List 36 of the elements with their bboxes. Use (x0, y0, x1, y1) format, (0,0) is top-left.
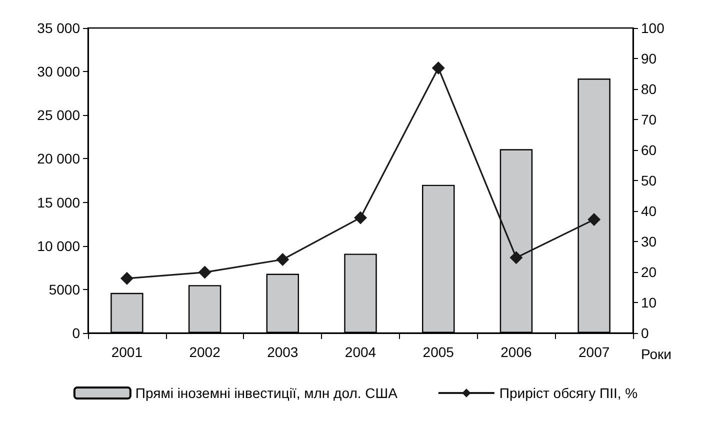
point (120, 272, 134, 285)
point (432, 61, 445, 74)
y-tick-label: 15 000 (37, 194, 80, 210)
y-tick-label: 30 000 (37, 64, 80, 80)
y2-tick-label: 0 (641, 325, 649, 341)
x-tick-label: 2002 (189, 344, 221, 360)
y2-tick-label: 90 (641, 50, 657, 66)
x-tick-label: 2004 (344, 344, 376, 360)
y2-tick-label: 30 (641, 234, 657, 250)
x-axis-title: Роки (641, 346, 672, 362)
y2-tick-label: 10 (641, 294, 657, 310)
y2-tick-label: 40 (641, 203, 657, 219)
y2-tick-label: 70 (641, 112, 657, 128)
x-tick-label: 2006 (500, 344, 532, 360)
x-tick-label: 2007 (578, 344, 610, 360)
y-tick-label: 0 (72, 325, 80, 341)
y2-tick-label: 100 (641, 20, 665, 36)
point (198, 266, 212, 279)
y2-tick-label: 60 (641, 142, 657, 158)
y-tick-label: 10 000 (37, 238, 80, 254)
y-tick-label: 5000 (48, 281, 80, 298)
y-tick-label: 35 000 (37, 20, 80, 36)
legend-label: Приріст обсягу ПІІ, % (499, 385, 638, 401)
point (276, 252, 290, 266)
y2-tick-label: 80 (641, 81, 657, 97)
point (510, 251, 523, 264)
legend-label: Прямі іноземні інвестиції, млн дол. США (135, 385, 398, 401)
y-tick-label: 25 000 (37, 107, 80, 124)
y-tick-label: 20 000 (37, 150, 80, 167)
point (588, 213, 601, 226)
y2-tick-label: 50 (641, 172, 657, 188)
x-tick-label: 2005 (422, 344, 454, 360)
y2-tick-label: 20 (641, 264, 657, 280)
point (354, 211, 367, 224)
x-tick-label: 2001 (111, 344, 143, 360)
x-tick-label: 2003 (267, 344, 298, 360)
